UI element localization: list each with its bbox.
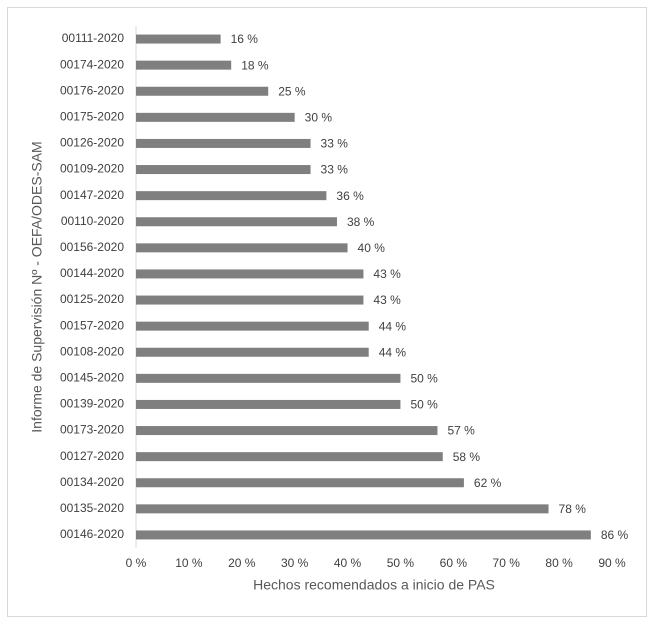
value-label: 18 % (241, 58, 269, 72)
x-tick-label: 30 % (281, 556, 309, 570)
value-label: 16 % (231, 32, 259, 46)
value-label: 40 % (358, 241, 386, 255)
y-tick-label: 00175-2020 (60, 110, 124, 124)
value-label: 50 % (410, 372, 438, 386)
x-tick-label: 90 % (598, 556, 626, 570)
bar (136, 165, 311, 175)
x-tick-label: 10 % (175, 556, 203, 570)
value-label: 78 % (559, 502, 587, 516)
value-label: 25 % (278, 84, 306, 98)
bar (136, 191, 327, 201)
y-tick-label: 00125-2020 (60, 292, 124, 306)
bar (136, 243, 348, 253)
value-label: 36 % (336, 189, 364, 203)
value-label: 58 % (453, 450, 481, 464)
x-tick-label: 0 % (126, 556, 147, 570)
value-label: 44 % (379, 319, 407, 333)
x-axis-title: Hechos recomendados a inicio de PAS (253, 577, 495, 593)
value-label: 38 % (347, 215, 375, 229)
y-tick-label: 00108-2020 (60, 344, 124, 358)
y-tick-label: 00173-2020 (60, 423, 124, 437)
chart-border (7, 7, 647, 617)
bar (136, 112, 295, 122)
y-tick-label: 00110-2020 (61, 214, 124, 228)
x-tick-label: 20 % (228, 556, 256, 570)
bar (136, 373, 401, 383)
value-label: 33 % (321, 137, 349, 151)
bar (136, 138, 311, 148)
value-label: 43 % (373, 293, 401, 307)
value-label: 50 % (410, 398, 438, 412)
bar (136, 530, 591, 540)
y-tick-label: 00147-2020 (60, 188, 124, 202)
y-tick-label: 00135-2020 (60, 501, 124, 515)
bar (136, 60, 232, 70)
bar (136, 426, 438, 436)
bar (136, 347, 369, 357)
y-tick-label: 00176-2020 (60, 83, 124, 97)
bar (136, 86, 269, 96)
bar (136, 504, 549, 514)
value-label: 44 % (379, 345, 407, 359)
bar (136, 321, 369, 331)
bar (136, 34, 221, 44)
y-tick-label: 00144-2020 (60, 266, 124, 280)
bar (136, 217, 337, 227)
bar (136, 452, 443, 462)
x-tick-label: 80 % (545, 556, 573, 570)
y-tick-label: 00139-2020 (60, 397, 124, 411)
x-tick-label: 40 % (334, 556, 362, 570)
x-tick-label: 70 % (493, 556, 521, 570)
value-label: 57 % (447, 424, 475, 438)
y-tick-label: 00146-2020 (60, 527, 124, 541)
x-tick-label: 50 % (387, 556, 415, 570)
bar (136, 269, 364, 279)
bar (136, 295, 364, 305)
y-tick-label: 00156-2020 (60, 240, 124, 254)
y-tick-label: 00134-2020 (60, 475, 124, 489)
y-tick-label: 00174-2020 (60, 57, 124, 71)
y-tick-label: 00111-2020 (62, 31, 125, 45)
y-tick-label: 00126-2020 (60, 136, 124, 150)
value-label: 33 % (321, 163, 349, 177)
bar (136, 478, 464, 488)
x-tick-label: 60 % (440, 556, 468, 570)
y-tick-label: 00145-2020 (60, 371, 124, 385)
y-tick-label: 00127-2020 (60, 449, 124, 463)
value-label: 86 % (601, 528, 629, 542)
y-tick-label: 00109-2020 (60, 162, 124, 176)
value-label: 62 % (474, 476, 502, 490)
y-axis-title: Informe de Supervisión Nº - OEFA/ODES-SA… (29, 141, 45, 432)
value-label: 43 % (373, 267, 401, 281)
y-tick-label: 00157-2020 (60, 318, 124, 332)
value-label: 30 % (305, 111, 333, 125)
bar (136, 399, 401, 409)
